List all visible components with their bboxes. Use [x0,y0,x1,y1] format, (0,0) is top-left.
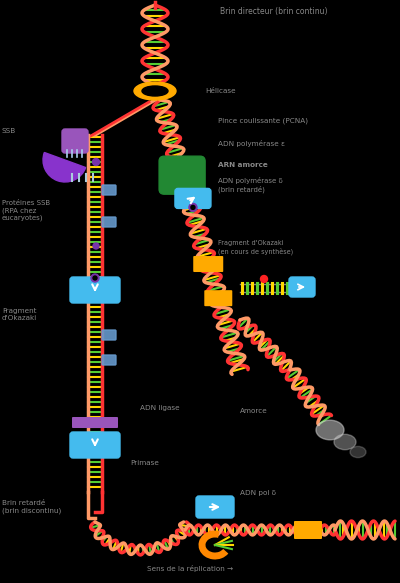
Circle shape [93,243,99,249]
FancyBboxPatch shape [73,417,117,427]
FancyBboxPatch shape [205,291,232,305]
Text: Primase: Primase [130,460,159,466]
Text: Brin retardé
(brin discontinu): Brin retardé (brin discontinu) [2,500,61,514]
FancyBboxPatch shape [102,330,116,340]
FancyBboxPatch shape [175,188,211,208]
Text: ADN pol δ: ADN pol δ [240,490,276,496]
Text: Protéines SSB
(RPA chez
eucaryotes): Protéines SSB (RPA chez eucaryotes) [2,200,50,221]
Text: SSB: SSB [2,128,16,134]
Ellipse shape [142,86,168,96]
Text: Fragment
d'Okazaki: Fragment d'Okazaki [2,308,37,321]
Ellipse shape [134,82,176,100]
Ellipse shape [334,434,356,449]
Ellipse shape [350,447,366,458]
Text: Pince coulissante (PCNA): Pince coulissante (PCNA) [218,118,308,125]
FancyBboxPatch shape [196,496,234,518]
FancyBboxPatch shape [102,217,116,227]
Text: ADN ligase: ADN ligase [140,405,180,411]
FancyBboxPatch shape [70,432,120,458]
Wedge shape [43,153,86,182]
Text: ADN polymérase δ
(brin retardé): ADN polymérase δ (brin retardé) [218,177,283,193]
FancyBboxPatch shape [62,129,88,153]
Circle shape [191,205,195,209]
FancyBboxPatch shape [194,257,222,271]
FancyBboxPatch shape [295,522,321,538]
Circle shape [260,276,268,283]
Text: Fragment d'Okazaki
(en cours de synthèse): Fragment d'Okazaki (en cours de synthèse… [218,240,293,255]
FancyBboxPatch shape [70,277,120,303]
Text: Hélicase: Hélicase [205,88,236,94]
Circle shape [92,159,100,166]
Text: ARN amorce: ARN amorce [218,162,268,168]
FancyBboxPatch shape [102,185,116,195]
Ellipse shape [316,420,344,440]
Text: Sens de la réplication →: Sens de la réplication → [147,565,233,572]
Circle shape [189,203,197,212]
FancyBboxPatch shape [102,355,116,365]
Circle shape [93,276,97,280]
Text: ADN polymérase ε: ADN polymérase ε [218,140,285,147]
Text: Amorce: Amorce [240,408,268,414]
FancyBboxPatch shape [289,277,315,297]
Circle shape [91,274,99,282]
Text: Brin directeur (brin continu): Brin directeur (brin continu) [220,7,328,16]
FancyBboxPatch shape [159,156,205,194]
